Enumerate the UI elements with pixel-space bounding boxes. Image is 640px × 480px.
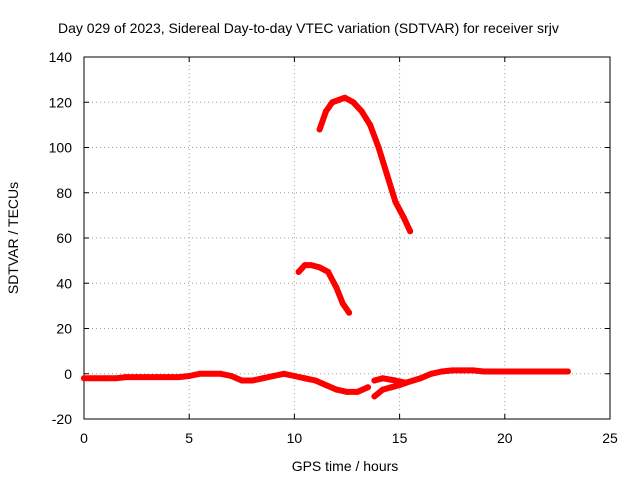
y-tick-label: 20 xyxy=(56,321,72,337)
data-point xyxy=(316,264,323,271)
data-point xyxy=(165,374,172,381)
data-point xyxy=(371,393,378,400)
data-point xyxy=(438,368,445,375)
data-point xyxy=(280,370,287,377)
data-point xyxy=(350,99,357,106)
y-tick-label: 0 xyxy=(64,366,72,382)
data-point xyxy=(367,121,374,128)
data-point xyxy=(400,214,407,221)
series-line-high-arc xyxy=(316,94,414,235)
x-tick-labels: 0 5 10 15 20 25 xyxy=(80,430,618,446)
data-point xyxy=(459,367,466,374)
data-point xyxy=(312,377,319,384)
data-point xyxy=(186,373,193,379)
y-tick-label: 140 xyxy=(49,49,73,65)
x-tick-label: 15 xyxy=(392,430,408,446)
data-point xyxy=(339,300,346,307)
data-point xyxy=(379,375,386,382)
data-point xyxy=(449,367,456,374)
data-point xyxy=(133,374,140,381)
data-point xyxy=(428,370,435,377)
grid xyxy=(84,57,610,419)
data-point xyxy=(325,268,332,275)
data-point xyxy=(154,374,161,381)
data-point xyxy=(291,373,298,379)
data-point xyxy=(301,375,308,382)
data-point xyxy=(371,377,378,384)
x-tick-label: 20 xyxy=(497,430,513,446)
data-point xyxy=(323,108,329,115)
chart-title: Day 029 of 2023, Sidereal Day-to-day VTE… xyxy=(58,20,559,36)
data-point xyxy=(396,382,403,389)
y-tick-label: 100 xyxy=(49,140,73,156)
series-line-baseline xyxy=(81,370,371,395)
data-point xyxy=(384,171,390,178)
y-tick-label: 40 xyxy=(56,275,72,291)
data-point xyxy=(392,377,399,384)
data-point xyxy=(270,373,277,379)
data-point xyxy=(196,370,203,377)
y-tick-labels: -20 0 20 40 60 80 100 120 140 xyxy=(49,49,73,427)
ticks xyxy=(83,56,611,420)
data-point xyxy=(365,384,371,391)
data-point xyxy=(144,374,151,381)
data-point xyxy=(175,374,182,381)
data-point xyxy=(388,384,395,391)
y-tick-label: -20 xyxy=(52,411,72,427)
data-point xyxy=(533,368,540,375)
data-point xyxy=(333,284,340,291)
x-tick-label: 5 xyxy=(185,430,193,446)
data-point xyxy=(379,386,386,393)
x-axis-label: GPS time / hours xyxy=(292,458,399,474)
data-point xyxy=(259,375,266,382)
data-point xyxy=(238,377,245,384)
data-point xyxy=(402,379,409,386)
y-tick-label: 120 xyxy=(49,94,73,110)
x-tick-label: 10 xyxy=(287,430,303,446)
data-point xyxy=(501,368,508,375)
data-point xyxy=(333,386,340,393)
data-point xyxy=(354,388,361,395)
data-point xyxy=(308,262,315,269)
data-point xyxy=(564,368,571,375)
data-point xyxy=(207,370,214,377)
data-point xyxy=(512,368,519,375)
data-point xyxy=(102,375,108,382)
data-point xyxy=(123,374,130,381)
data-point xyxy=(217,370,224,377)
data-point xyxy=(392,198,399,205)
data-point xyxy=(554,368,561,375)
data-point xyxy=(358,108,365,115)
data-point xyxy=(375,144,382,151)
x-tick-label: 25 xyxy=(602,430,618,446)
data-point xyxy=(480,368,487,375)
x-tick-label: 0 xyxy=(80,430,88,446)
data-point xyxy=(228,373,235,379)
data-point xyxy=(91,375,98,382)
data-point xyxy=(112,375,119,382)
data-point xyxy=(316,126,323,133)
data-point xyxy=(249,377,256,384)
data-point xyxy=(335,97,342,103)
data-point xyxy=(301,262,308,269)
data-point xyxy=(470,367,477,374)
data-point xyxy=(344,388,350,395)
y-axis-label: SDTVAR / TECUs xyxy=(5,182,21,294)
data-point xyxy=(491,368,498,375)
y-tick-label: 60 xyxy=(56,230,72,246)
y-tick-label: 80 xyxy=(56,185,72,201)
plot-frame xyxy=(83,56,611,420)
data-point xyxy=(295,268,302,275)
data-point xyxy=(329,99,336,106)
data-point xyxy=(323,382,329,389)
data-point xyxy=(407,228,414,235)
series-layer xyxy=(81,94,571,400)
data-point xyxy=(346,309,353,316)
data-point xyxy=(522,368,529,375)
data-point xyxy=(543,368,550,375)
data-point xyxy=(417,375,424,382)
data-point xyxy=(81,375,87,382)
data-point xyxy=(341,94,348,101)
